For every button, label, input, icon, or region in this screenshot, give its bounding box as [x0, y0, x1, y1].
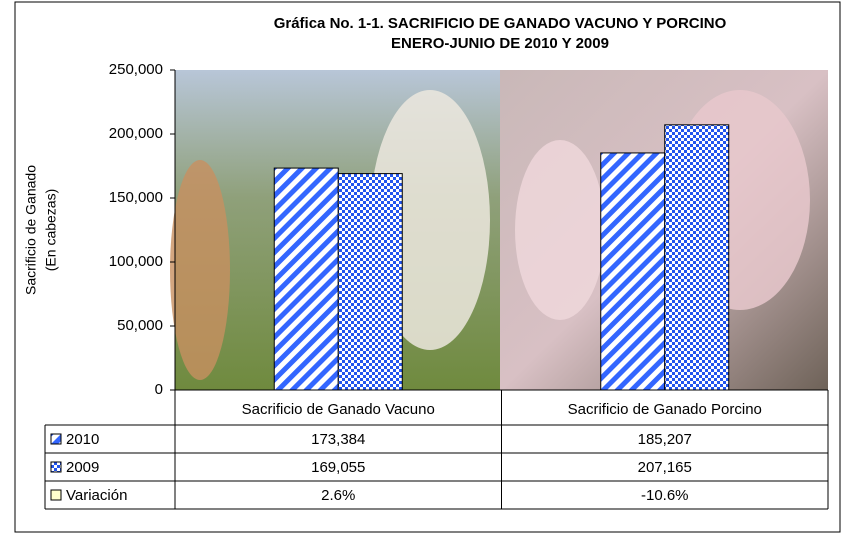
bar: [600, 152, 666, 391]
photo-background: [170, 160, 230, 380]
y-tick-label: 150,000: [109, 189, 163, 206]
table-value: 185,207: [638, 431, 692, 448]
table-value: 207,165: [638, 459, 692, 476]
legend-swatch: [50, 489, 62, 501]
table-value: 2.6%: [321, 487, 355, 504]
y-tick-label: 50,000: [117, 317, 163, 334]
y-axis-label: Sacrificio de Ganado: [23, 165, 39, 295]
legend-label: Variación: [66, 487, 127, 504]
y-tick-label: 0: [155, 381, 163, 398]
y-tick-label: 250,000: [109, 61, 163, 78]
bar: [664, 124, 730, 391]
chart-title: ENERO-JUNIO DE 2010 Y 2009: [391, 35, 609, 52]
legend-label: 2009: [66, 459, 99, 476]
y-axis-label: (En cabezas): [43, 189, 59, 271]
chart-title: Gráfica No. 1-1. SACRIFICIO DE GANADO VA…: [274, 15, 727, 32]
bar: [337, 173, 403, 391]
legend-swatch: [50, 433, 62, 445]
table-value: 173,384: [311, 431, 365, 448]
table-value: -10.6%: [641, 487, 689, 504]
table-value: 169,055: [311, 459, 365, 476]
y-tick-label: 100,000: [109, 253, 163, 270]
y-tick-label: 200,000: [109, 125, 163, 142]
legend-label: 2010: [66, 431, 99, 448]
x-tick-label: Sacrificio de Ganado Porcino: [568, 401, 762, 418]
bar: [273, 167, 339, 391]
legend-swatch: [50, 461, 62, 473]
photo-background: [515, 140, 605, 320]
x-tick-label: Sacrificio de Ganado Vacuno: [242, 401, 435, 418]
